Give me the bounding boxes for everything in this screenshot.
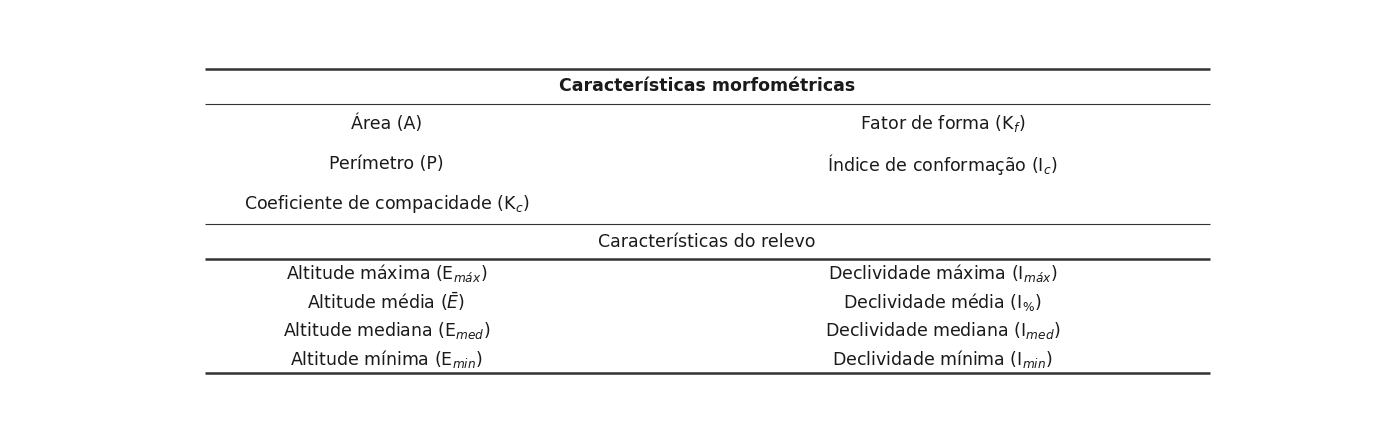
Text: Altitude média ($\bar{E}$): Altitude média ($\bar{E}$) xyxy=(308,291,465,313)
Text: Características morfométricas: Características morfométricas xyxy=(559,77,856,95)
Text: Índice de conformação (I$_{c}$): Índice de conformação (I$_{c}$) xyxy=(827,151,1058,177)
Text: Declividade máxima (I$_{máx}$): Declividade máxima (I$_{máx}$) xyxy=(828,263,1057,284)
Text: Fator de forma (K$_{f}$): Fator de forma (K$_{f}$) xyxy=(860,113,1025,135)
Text: Declividade média (I$_{\%}$): Declividade média (I$_{\%}$) xyxy=(843,291,1042,313)
Text: Características do relevo: Características do relevo xyxy=(599,233,816,251)
Text: Declividade mínima (I$_{min}$): Declividade mínima (I$_{min}$) xyxy=(832,348,1053,370)
Text: Altitude mínima (E$_{min}$): Altitude mínima (E$_{min}$) xyxy=(290,348,483,370)
Text: Altitude mediana (E$_{med}$): Altitude mediana (E$_{med}$) xyxy=(283,320,490,341)
Text: Área (A): Área (A) xyxy=(351,115,422,133)
Text: Altitude máxima (E$_{máx}$): Altitude máxima (E$_{máx}$) xyxy=(286,263,487,284)
Text: Perímetro (P): Perímetro (P) xyxy=(328,155,444,173)
Text: Declividade mediana (I$_{med}$): Declividade mediana (I$_{med}$) xyxy=(825,320,1060,341)
Text: Coeficiente de compacidade (K$_{c}$): Coeficiente de compacidade (K$_{c}$) xyxy=(244,193,529,215)
